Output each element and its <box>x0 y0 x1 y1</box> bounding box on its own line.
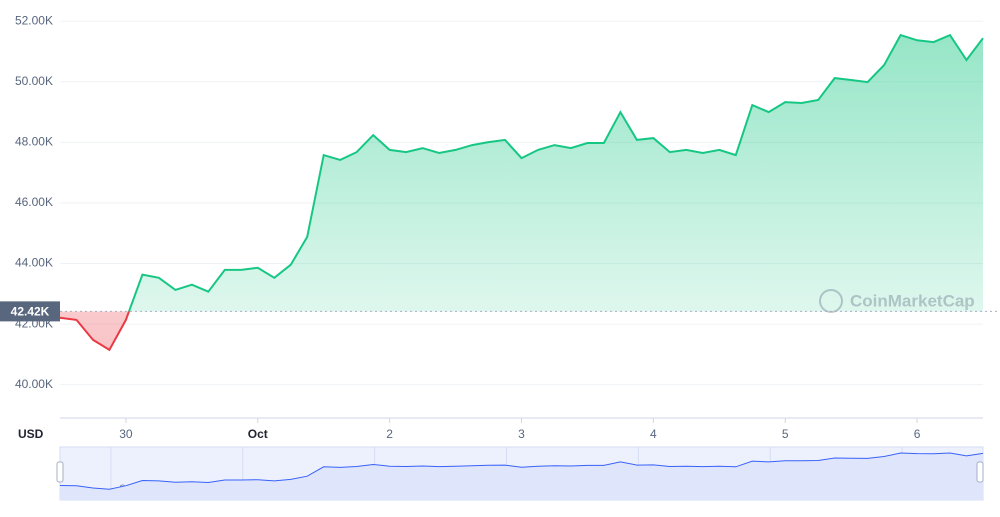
x-tick-label: 30 <box>119 427 133 441</box>
watermark-logo <box>819 289 843 313</box>
x-tick-label: 3 <box>518 427 525 441</box>
x-tick-label: 6 <box>914 427 921 441</box>
watermark: CoinMarketCap <box>819 289 975 313</box>
navigator-handle[interactable] <box>56 461 64 483</box>
plot <box>59 33 984 352</box>
x-tick-label: Oct <box>248 427 268 441</box>
y-tick-label: 48.00K <box>15 135 53 149</box>
y-tick-label: 44.00K <box>15 256 53 270</box>
navigator-handle[interactable] <box>976 461 984 483</box>
y-tick-label: 52.00K <box>15 13 53 27</box>
y-axis-label: USD <box>18 427 44 441</box>
baseline-label: 42.42K <box>11 305 50 319</box>
x-tick-label: 4 <box>650 427 657 441</box>
x-tick-label: 5 <box>782 427 789 441</box>
navigator-area <box>60 453 983 500</box>
watermark-text: CoinMarketCap <box>850 291 975 310</box>
navigator-line <box>59 452 984 490</box>
y-tick-label: 46.00K <box>15 195 53 209</box>
y-tick-label: 40.00K <box>15 377 53 391</box>
area-above <box>129 35 983 312</box>
price-line <box>127 33 984 312</box>
baseline-label-box <box>0 301 60 322</box>
y-tick-label: 50.00K <box>15 74 53 88</box>
x-tick-label: 2 <box>386 427 393 441</box>
